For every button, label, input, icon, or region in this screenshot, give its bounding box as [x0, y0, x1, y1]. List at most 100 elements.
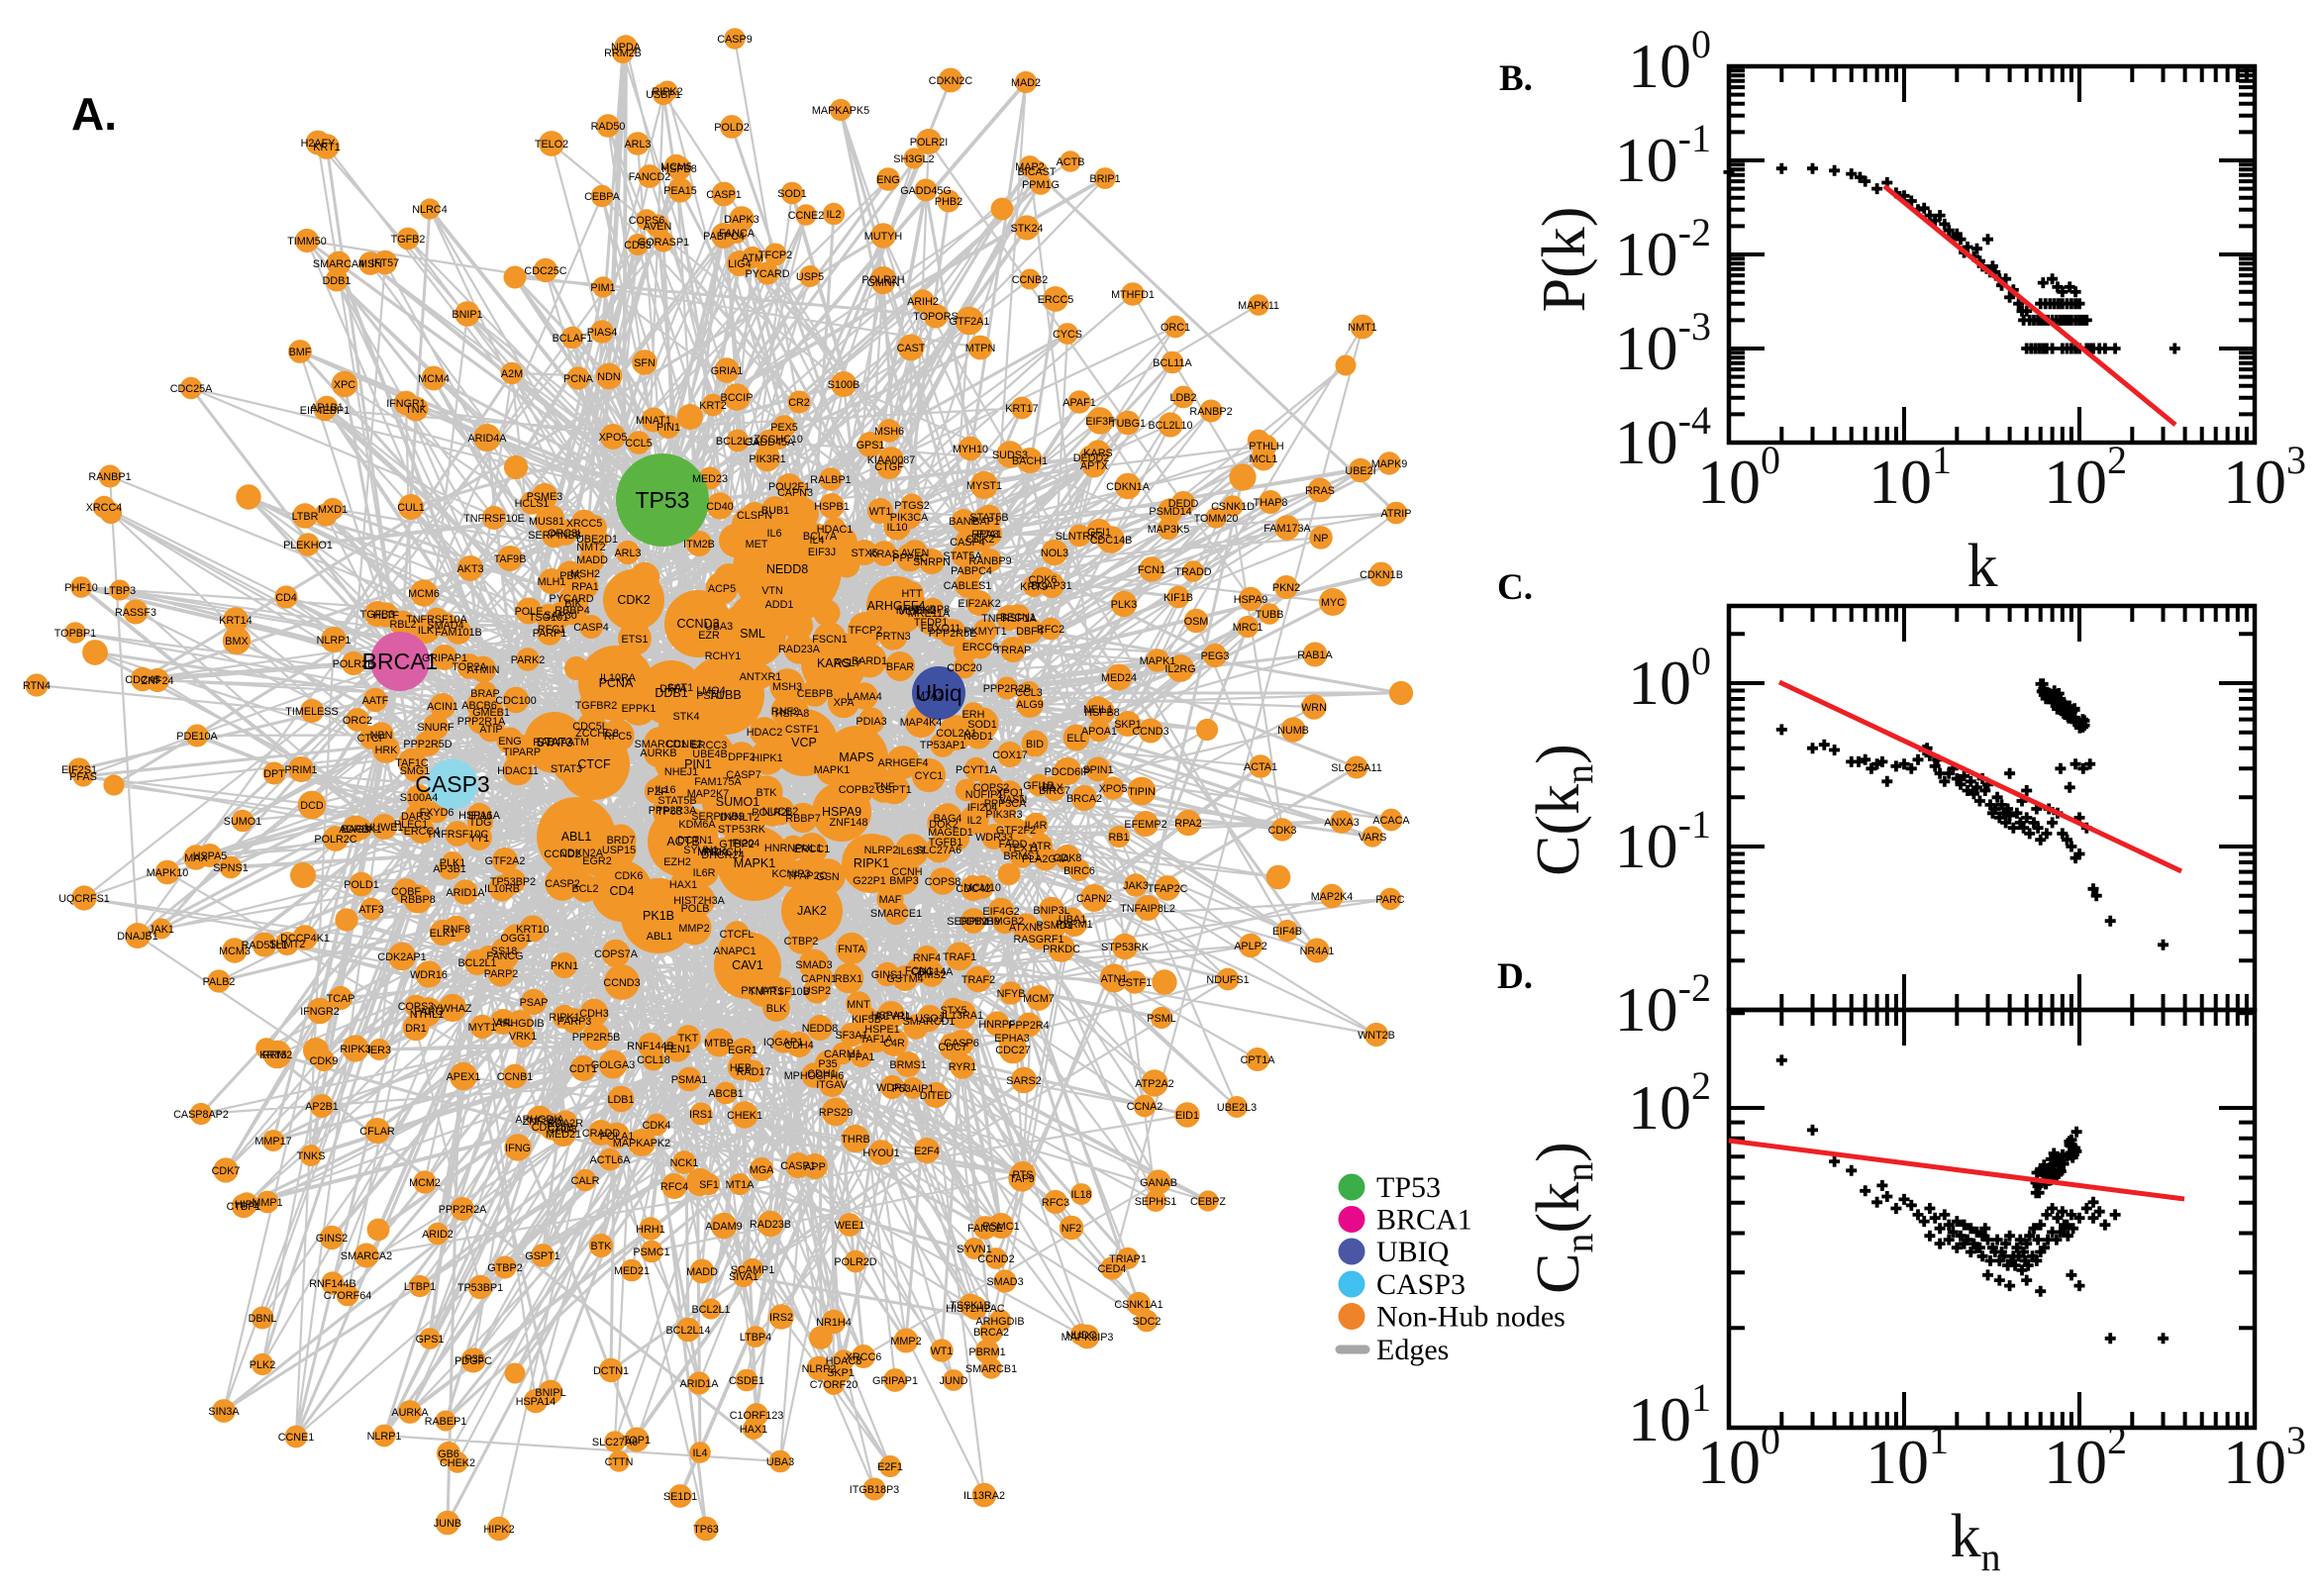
svg-text:AURKB: AURKB — [640, 748, 676, 759]
svg-text:RPS29: RPS29 — [819, 1107, 853, 1119]
svg-text:ARL3: ARL3 — [624, 139, 651, 150]
svg-text:BUB1: BUB1 — [761, 505, 789, 517]
svg-text:TNFAIP8L2: TNFAIP8L2 — [1120, 903, 1175, 915]
svg-text:CDKN1B: CDKN1B — [1360, 569, 1403, 581]
svg-text:CDK9: CDK9 — [310, 1055, 339, 1067]
svg-text:TIMM50: TIMM50 — [287, 236, 327, 248]
svg-text:PDE10A: PDE10A — [176, 731, 218, 743]
svg-text:RPA1: RPA1 — [571, 581, 598, 593]
svg-text:CSDE1: CSDE1 — [729, 1375, 764, 1387]
svg-text:ATM: ATM — [742, 252, 763, 264]
svg-text:GRIPAP1: GRIPAP1 — [872, 1375, 918, 1387]
svg-text:XPO5: XPO5 — [599, 432, 628, 444]
svg-text:B.: B. — [1499, 58, 1533, 99]
svg-text:BTK: BTK — [757, 787, 778, 799]
svg-text:PDIA3: PDIA3 — [856, 716, 886, 728]
svg-text:EPHA3: EPHA3 — [994, 1033, 1029, 1045]
svg-text:IL2: IL2 — [826, 209, 841, 221]
svg-text:NLRC4: NLRC4 — [412, 204, 447, 216]
svg-text:SMARCB1: SMARCB1 — [965, 1363, 1017, 1375]
svg-text:SF1: SF1 — [699, 1179, 719, 1191]
svg-text:NEDD8: NEDD8 — [766, 562, 808, 576]
svg-text:MAP2: MAP2 — [1015, 161, 1044, 173]
svg-text:POLE: POLE — [515, 606, 544, 618]
svg-text:CDH1: CDH1 — [807, 1068, 836, 1080]
svg-text:KRT1: KRT1 — [313, 142, 340, 153]
svg-text:MED23: MED23 — [692, 473, 728, 485]
svg-text:XRCC4: XRCC4 — [86, 502, 123, 514]
svg-text:SMARCE1: SMARCE1 — [870, 908, 922, 920]
svg-text:CDK6: CDK6 — [1029, 574, 1058, 586]
svg-text:APEX1: APEX1 — [447, 1071, 481, 1083]
svg-text:A2M: A2M — [501, 368, 523, 380]
svg-text:PHF10: PHF10 — [64, 582, 98, 594]
svg-text:IL10RB: IL10RB — [484, 883, 520, 895]
svg-text:JUND: JUND — [940, 1375, 968, 1387]
svg-text:SARS2: SARS2 — [1006, 1075, 1041, 1087]
svg-text:CDC7: CDC7 — [938, 1042, 966, 1053]
svg-text:TNFRSF10C: TNFRSF10C — [427, 829, 489, 841]
svg-text:FANCG: FANCG — [486, 950, 523, 962]
svg-text:CDC100: CDC100 — [495, 695, 536, 707]
svg-text:SMAD3: SMAD3 — [986, 1276, 1023, 1288]
svg-text:MUTYH: MUTYH — [864, 231, 902, 243]
svg-text:XRCC5: XRCC5 — [566, 518, 603, 530]
svg-text:SMARCA2: SMARCA2 — [341, 1250, 392, 1262]
svg-text:PRKCH: PRKCH — [704, 847, 742, 858]
svg-text:DPF2: DPF2 — [728, 751, 756, 763]
svg-text:TUBG1: TUBG1 — [1110, 418, 1146, 430]
svg-text:CASP8AP2: CASP8AP2 — [173, 1109, 229, 1121]
svg-text:CDC25C: CDC25C — [524, 265, 566, 277]
svg-text:TP63: TP63 — [693, 1524, 719, 1536]
svg-text:DPT: DPT — [263, 768, 285, 780]
svg-text:FNTA: FNTA — [838, 944, 865, 955]
svg-text:PIM1: PIM1 — [590, 282, 615, 294]
svg-text:ERH: ERH — [962, 709, 985, 721]
svg-text:GSN: GSN — [816, 871, 839, 883]
svg-text:NP: NP — [1314, 533, 1329, 545]
svg-text:RAD51L1: RAD51L1 — [242, 940, 288, 951]
svg-text:IFI16: IFI16 — [468, 810, 493, 822]
svg-text:WDR16: WDR16 — [410, 969, 448, 981]
svg-text:RBBP8: RBBP8 — [400, 894, 435, 906]
svg-text:VRK1: VRK1 — [509, 1031, 537, 1043]
svg-text:PEX5: PEX5 — [770, 422, 798, 434]
svg-text:IFNG: IFNG — [505, 1143, 531, 1154]
svg-text:RNF2: RNF2 — [771, 706, 799, 718]
svg-text:MTHFD1: MTHFD1 — [1111, 289, 1155, 301]
svg-text:EID1: EID1 — [1175, 1110, 1199, 1122]
svg-text:PTGS2: PTGS2 — [894, 500, 929, 512]
svg-text:CTBP2: CTBP2 — [784, 936, 819, 948]
svg-text:PHB2: PHB2 — [935, 196, 962, 208]
svg-text:PSAP: PSAP — [520, 997, 549, 1009]
svg-text:ANAPC1: ANAPC1 — [713, 946, 756, 957]
svg-text:CPT1A: CPT1A — [1241, 1054, 1276, 1066]
svg-text:RANBP1: RANBP1 — [88, 471, 131, 483]
svg-text:GPS1: GPS1 — [416, 1334, 445, 1346]
svg-text:NUMB: NUMB — [1277, 725, 1309, 737]
svg-text:EIF4B: EIF4B — [1272, 926, 1302, 938]
svg-text:UBA3: UBA3 — [766, 1456, 794, 1468]
svg-text:IFT57: IFT57 — [371, 257, 399, 269]
svg-text:RAB1A: RAB1A — [1297, 649, 1333, 661]
svg-text:JAK3: JAK3 — [1123, 880, 1149, 892]
svg-text:CASP3: CASP3 — [415, 771, 489, 797]
svg-text:ACIN1: ACIN1 — [427, 701, 458, 713]
svg-text:CDC45: CDC45 — [125, 674, 159, 686]
svg-text:PARP2: PARP2 — [484, 968, 519, 980]
svg-text:LDB2: LDB2 — [1169, 392, 1196, 404]
svg-text:BLK: BLK — [766, 1003, 787, 1015]
svg-text:RABEP1: RABEP1 — [425, 1416, 467, 1428]
svg-text:TELO2: TELO2 — [535, 139, 568, 150]
svg-text:CSTF1: CSTF1 — [785, 724, 819, 736]
svg-text:MMP2: MMP2 — [890, 1336, 921, 1347]
svg-text:ERCC1: ERCC1 — [794, 844, 831, 855]
svg-text:CCND2: CCND2 — [977, 1253, 1014, 1265]
svg-text:FEN1: FEN1 — [663, 1044, 691, 1055]
svg-text:POLR2I: POLR2I — [910, 137, 948, 149]
svg-text:SUMO1: SUMO1 — [224, 816, 261, 828]
svg-text:POU2F1: POU2F1 — [768, 481, 810, 493]
svg-text:CASP1: CASP1 — [706, 189, 741, 201]
svg-text:CDK2: CDK2 — [617, 593, 650, 607]
svg-text:CAPN2: CAPN2 — [1076, 893, 1112, 905]
